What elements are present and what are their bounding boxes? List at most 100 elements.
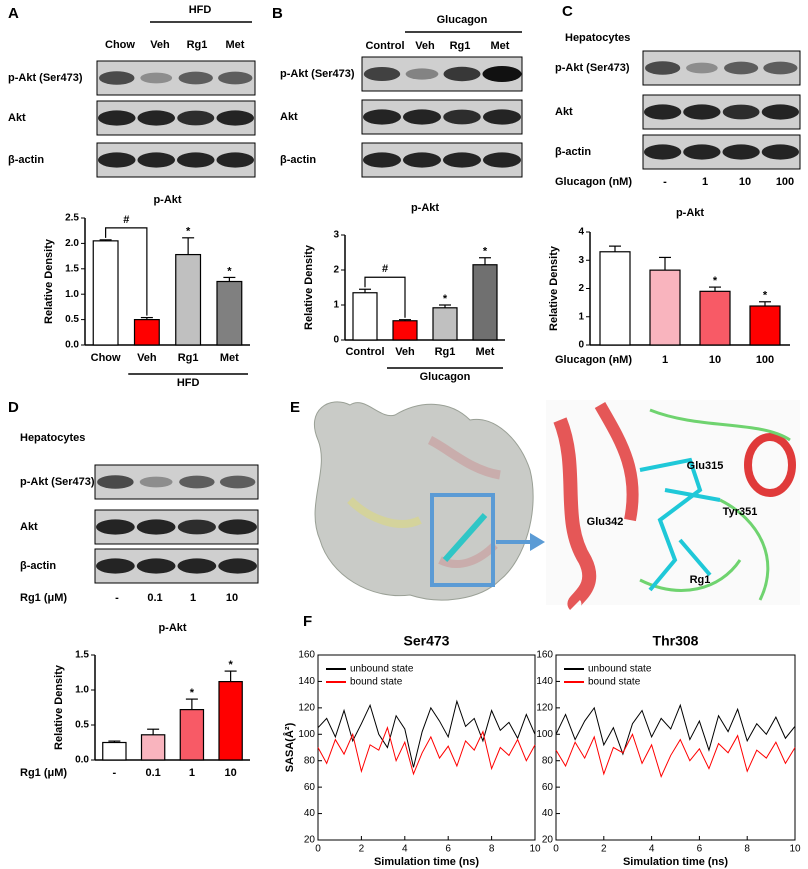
lane-label: Control — [365, 40, 404, 52]
y-tick-label: 3 — [578, 255, 584, 266]
blot-band — [443, 109, 481, 125]
x-tick-label: 8 — [744, 844, 750, 855]
legend-label: bound state — [588, 677, 641, 688]
y-tick-label: 2 — [333, 265, 339, 276]
lane-label: Veh — [415, 40, 435, 52]
bar — [175, 253, 202, 346]
x-tick-label: - — [613, 354, 617, 366]
y-tick-label: 80 — [542, 755, 554, 766]
blot-band — [402, 109, 442, 125]
lane-label: Met — [226, 39, 245, 51]
blot-band — [218, 71, 253, 85]
blot-row-label: Akt — [555, 106, 573, 118]
blot-band — [482, 109, 522, 125]
blot-band — [179, 475, 215, 489]
blot-row-label: β-actin — [555, 146, 591, 158]
lane-label: 10 — [739, 176, 751, 188]
panel-letter: C — [562, 3, 573, 20]
x-tick-label: Veh — [395, 346, 415, 358]
blot-band — [99, 71, 135, 85]
lane-label: 0.1 — [147, 592, 162, 604]
bar — [140, 734, 166, 761]
x-tick-label: Control — [345, 346, 384, 358]
legend-label: unbound state — [350, 664, 414, 675]
lane-label: 1 — [702, 176, 708, 188]
y-tick-label: 40 — [304, 808, 316, 819]
x-tick-label: 6 — [445, 844, 451, 855]
significance-mark: # — [382, 263, 388, 275]
y-tick-label: 3 — [333, 230, 339, 241]
sasa-line — [555, 732, 796, 778]
y-tick-label: 160 — [298, 650, 315, 661]
x-tick-label: 10 — [789, 844, 801, 855]
x-tick-label: - — [113, 767, 117, 779]
significance-mark: * — [190, 687, 195, 699]
x-axis-label: Rg1 (μM) — [20, 767, 67, 779]
x-axis-label: Simulation time (ns) — [623, 856, 728, 868]
y-tick-label: 1 — [578, 311, 584, 322]
panel-letter: D — [8, 399, 19, 416]
blot-row-label: β-actin — [20, 560, 56, 572]
chart-title: p-Akt — [676, 207, 704, 219]
x-tick-label: 10 — [225, 767, 237, 779]
blot-band — [763, 61, 798, 75]
x-tick-label: Veh — [137, 352, 157, 364]
blot-band — [95, 519, 135, 535]
arrow — [496, 533, 545, 551]
bar — [92, 240, 119, 346]
sasa-line — [317, 726, 536, 776]
significance-bracket — [105, 227, 148, 316]
zoom-box — [430, 493, 495, 587]
bar — [699, 290, 731, 346]
x-axis-label: Simulation time (ns) — [374, 856, 479, 868]
blot-band — [686, 62, 718, 74]
y-tick-label: 1.5 — [65, 263, 79, 274]
significance-bracket — [364, 276, 406, 318]
y-tick-label: 160 — [536, 650, 553, 661]
x-tick-label: 0 — [553, 844, 559, 855]
bar — [102, 741, 127, 761]
residue-label: Glu315 — [687, 460, 724, 472]
blot-band — [442, 152, 482, 168]
x-tick-label: Met — [220, 352, 239, 364]
lane-label: 10 — [226, 592, 238, 604]
y-tick-label: 120 — [536, 702, 553, 713]
bar — [133, 319, 160, 346]
blot-band — [177, 519, 216, 535]
y-axis-label: Relative Density — [53, 664, 65, 750]
x-tick-label: 4 — [402, 844, 408, 855]
docking-image — [313, 400, 800, 611]
y-axis-label: Relative Density — [303, 244, 315, 330]
blot-band — [218, 558, 258, 574]
chart-title: p-Akt — [153, 194, 181, 206]
blot-band — [216, 110, 255, 126]
x-tick-label: 1 — [662, 354, 668, 366]
blot-band — [643, 104, 682, 120]
bar — [392, 320, 418, 341]
bar — [216, 280, 243, 346]
y-tick-label: 1.5 — [75, 650, 89, 661]
blot-band — [216, 152, 255, 168]
blot-row-label: Akt — [20, 521, 38, 533]
group-label: Glucagon — [420, 371, 471, 383]
residue-label: Tyr351 — [723, 506, 758, 518]
panel-letter: B — [272, 5, 283, 22]
legend-label: unbound state — [588, 664, 652, 675]
blot-band — [97, 110, 136, 126]
blot-row-label: Akt — [280, 111, 298, 123]
blot-row-label: p-Akt (Ser473) — [280, 68, 355, 80]
x-tick-label: 100 — [756, 354, 774, 366]
helix — [744, 433, 796, 497]
blot-band — [362, 109, 402, 125]
group-label: Glucagon — [437, 14, 488, 26]
helix — [594, 402, 639, 522]
helix — [553, 417, 597, 611]
y-tick-label: 100 — [298, 729, 315, 740]
blot-band — [761, 104, 800, 120]
x-tick-label: 0.1 — [145, 767, 160, 779]
blot-band — [405, 68, 439, 80]
blot-row-label: β-actin — [280, 154, 316, 166]
sasa-line — [555, 703, 796, 756]
blot-band — [136, 558, 176, 574]
x-tick-label: Rg1 — [435, 346, 456, 358]
